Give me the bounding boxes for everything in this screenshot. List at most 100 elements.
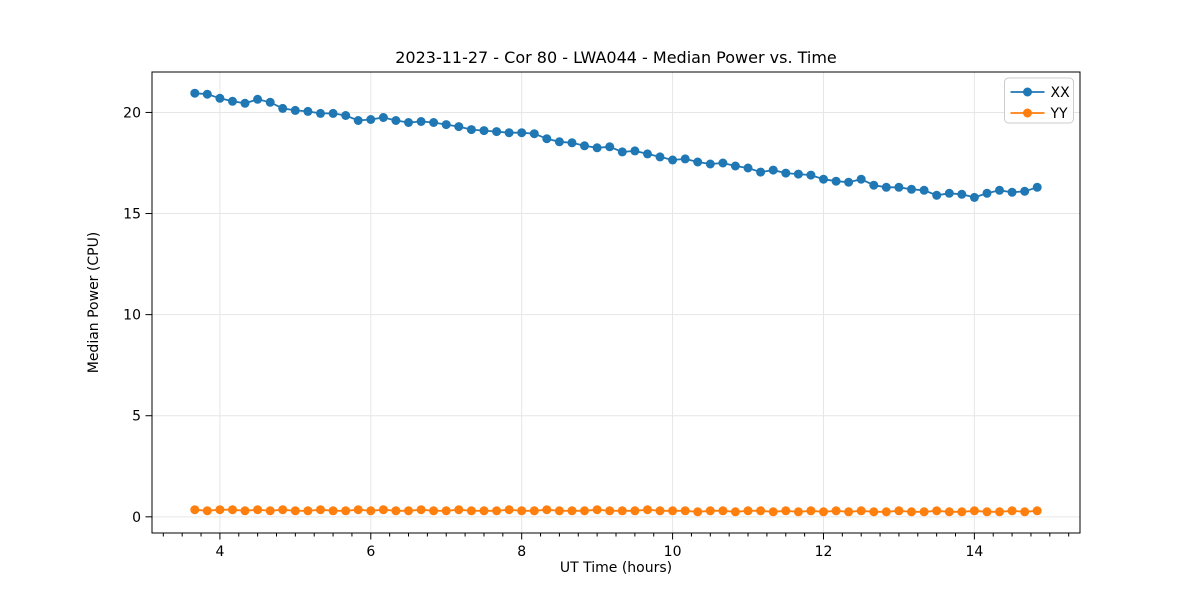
series-xx-marker [378,113,388,122]
series-xx-marker [265,97,275,107]
x-tick-label: 10 [664,544,682,560]
axis-ticks: 4 6 8 10 12 14 0 5 10 15 20 [123,105,1070,560]
series-yy-marker [869,507,879,517]
series-xx-marker [781,168,791,178]
y-tick-label: 15 [123,207,141,223]
chart-title: 2023-11-27 - Cor 80 - LWA044 - Median Po… [395,48,837,67]
series-xx-marker [328,108,338,118]
series-yy-marker [743,506,753,516]
series-yy-marker [416,505,426,515]
series-xx-marker [630,146,640,156]
series-xx-marker [693,157,703,167]
series-xx-marker [680,154,690,164]
series-xx-marker [982,188,992,198]
series-yy-marker [517,506,527,516]
x-tick-label: 14 [965,544,983,560]
series-xx-marker [768,165,778,175]
x-tick-label: 4 [215,544,224,560]
series-yy-marker [479,506,489,516]
series-yy-marker [190,505,200,515]
series-xx-marker [907,184,916,194]
series-xx-marker [1020,186,1030,196]
series-yy-marker [580,506,589,516]
series-yy-marker [366,506,376,516]
series-yy-marker [605,506,615,516]
x-axis-label: UT Time (hours) [560,560,672,576]
series-yy-marker [228,505,237,515]
series-xx-marker [529,129,539,139]
series-yy-marker [303,506,313,516]
y-tick-label: 0 [132,510,141,526]
series-xx-marker [504,128,514,138]
series-yy-marker [316,505,325,515]
series-xx-marker [240,98,250,108]
series-xx-marker [353,116,363,125]
legend-box [1004,77,1074,124]
series-xx-marker [919,185,929,195]
series-xx-marker [605,142,615,152]
series-xx-marker [856,174,866,184]
series-xx-marker [1007,187,1017,197]
series-xx-marker [969,192,979,202]
series-yy-marker [278,505,288,515]
y-axis-label: Median Power (CPU) [86,232,102,374]
series-xx-marker [793,169,803,179]
series-xx-marker [617,147,627,157]
series-xx-marker [844,177,854,187]
series-yy-marker [680,506,690,516]
series-yy-marker [328,506,338,516]
x-tick-label: 12 [815,544,833,560]
series-yy-marker [705,506,715,516]
series-xx-line [194,92,1038,199]
series-yy-marker [819,507,828,517]
series-xx-marker [479,126,489,136]
series-yy-marker [643,505,652,515]
series-xx-marker [202,89,212,99]
series-xx-marker [718,158,728,168]
series-yy-marker [806,506,816,516]
series-xx-marker [517,128,527,138]
series-xx-marker [819,174,828,184]
series-xx-marker [466,125,476,135]
y-tick-label: 20 [123,105,141,121]
series-xx-marker [567,138,577,148]
series-yy-marker [907,507,916,517]
series-yy-marker [944,507,954,517]
series-xx-marker [995,185,1004,195]
series-xx-marker [391,116,401,125]
series-xx-marker [1032,182,1042,192]
series-yy-marker [630,506,640,516]
series-xx-marker [303,106,313,116]
series-yy-marker [529,506,539,516]
legend-marker-sample [1023,87,1032,97]
series-xx-marker [655,152,665,162]
series-yy-marker [856,506,866,516]
legend-label: XX [1051,85,1071,101]
series-xx-marker [404,118,413,127]
gridlines [152,72,1080,533]
series-xx-marker [454,122,464,132]
series-yy-marker [202,506,212,516]
series-yy-marker [1020,507,1030,517]
series-xx-marker [881,182,891,192]
series-yy-marker [932,506,942,516]
series-yy-marker [378,505,388,515]
series-yy-marker [290,506,300,516]
y-tick-label: 10 [123,308,141,324]
series-xx-marker [668,155,678,165]
legend-item-yy: YY [1010,106,1069,122]
series-xx-marker [190,88,200,98]
x-tick-label: 8 [517,544,526,560]
legend-label: YY [1050,106,1069,122]
data-series [190,88,1042,517]
series-xx-marker [253,94,263,104]
series-yy-marker [404,506,413,516]
series-yy-marker [995,507,1004,517]
series-yy-marker [969,506,979,516]
series-yy-marker [466,506,476,516]
series-yy-marker [567,506,577,516]
series-xx-marker [341,111,351,120]
series-yy-marker [957,507,967,517]
series-xx-marker [730,161,740,171]
